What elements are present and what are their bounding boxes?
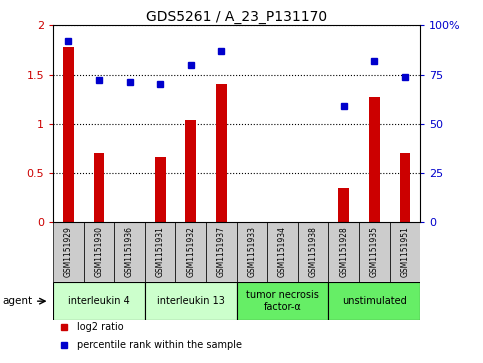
Bar [145, 222, 175, 282]
Bar [359, 222, 390, 282]
Bar [53, 222, 84, 282]
Bar [94, 153, 104, 222]
Bar [216, 85, 227, 222]
Bar [175, 222, 206, 282]
Bar [328, 222, 359, 282]
Bar [369, 97, 380, 222]
Bar [298, 222, 328, 282]
Text: agent: agent [3, 296, 33, 306]
Text: GSM1151933: GSM1151933 [247, 227, 256, 277]
Text: GSM1151928: GSM1151928 [339, 227, 348, 277]
Text: GSM1151929: GSM1151929 [64, 227, 73, 277]
Text: GSM1151935: GSM1151935 [370, 227, 379, 277]
Bar [145, 282, 237, 321]
Text: GSM1151934: GSM1151934 [278, 227, 287, 277]
Text: GSM1151951: GSM1151951 [400, 227, 410, 277]
Bar [63, 47, 74, 222]
Text: GSM1151936: GSM1151936 [125, 227, 134, 277]
Bar [185, 120, 196, 222]
Bar [237, 282, 328, 321]
Bar [399, 153, 410, 222]
Text: GSM1151932: GSM1151932 [186, 227, 195, 277]
Text: GSM1151930: GSM1151930 [95, 227, 103, 277]
Text: GSM1151938: GSM1151938 [309, 227, 318, 277]
Bar [328, 282, 420, 321]
Bar [267, 222, 298, 282]
Bar [390, 222, 420, 282]
Text: GSM1151931: GSM1151931 [156, 227, 165, 277]
Bar [84, 222, 114, 282]
Bar [206, 222, 237, 282]
Bar [114, 222, 145, 282]
Text: log2 ratio: log2 ratio [77, 322, 124, 333]
Bar [339, 188, 349, 222]
Text: tumor necrosis
factor-α: tumor necrosis factor-α [246, 290, 319, 312]
Text: percentile rank within the sample: percentile rank within the sample [77, 340, 242, 350]
Bar [53, 282, 145, 321]
Title: GDS5261 / A_23_P131170: GDS5261 / A_23_P131170 [146, 11, 327, 24]
Bar [155, 157, 166, 222]
Text: unstimulated: unstimulated [342, 296, 407, 306]
Bar [237, 222, 267, 282]
Text: interleukin 13: interleukin 13 [157, 296, 225, 306]
Text: interleukin 4: interleukin 4 [68, 296, 130, 306]
Text: GSM1151937: GSM1151937 [217, 227, 226, 277]
